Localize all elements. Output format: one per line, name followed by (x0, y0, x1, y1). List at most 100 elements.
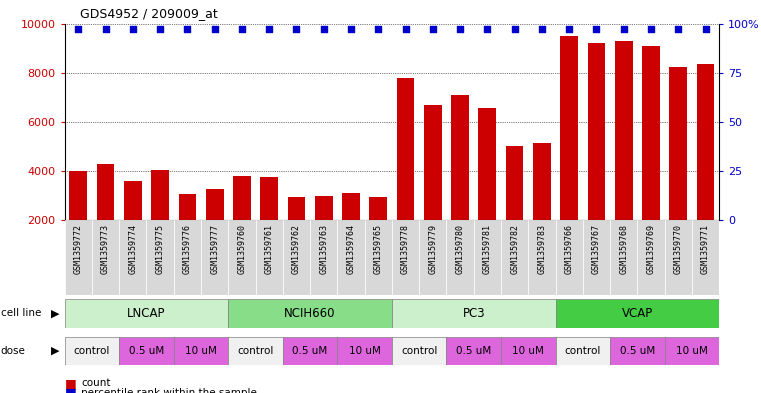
Text: 10 uM: 10 uM (185, 346, 217, 356)
Bar (670, 66, 687, 269)
Point (345, 26, 357, 33)
Text: PC3: PC3 (463, 307, 485, 320)
Text: LNCAP: LNCAP (127, 307, 166, 320)
Bar (479, 108, 496, 269)
Point (400, 26, 412, 33)
Bar (560, 36, 578, 269)
Bar (256, 220, 283, 295)
Text: dose: dose (1, 346, 26, 356)
Point (154, 26, 166, 33)
Text: GDS4952 / 209009_at: GDS4952 / 209009_at (80, 7, 218, 20)
Bar (97, 163, 114, 269)
Bar (65, 299, 228, 328)
Text: 10 uM: 10 uM (676, 346, 708, 356)
Text: 10 uM: 10 uM (512, 346, 544, 356)
Text: ■: ■ (65, 386, 76, 393)
Bar (664, 220, 692, 295)
Point (127, 26, 139, 33)
Point (209, 26, 221, 33)
Point (427, 26, 439, 33)
Bar (179, 194, 196, 269)
Bar (664, 336, 719, 365)
Bar (501, 220, 528, 295)
Bar (587, 43, 605, 269)
Bar (119, 220, 146, 295)
Point (100, 26, 112, 33)
Bar (610, 336, 664, 365)
Text: NCIH660: NCIH660 (285, 307, 336, 320)
Point (291, 26, 303, 33)
Text: GSM1359760: GSM1359760 (237, 224, 247, 274)
Bar (506, 147, 524, 269)
Text: 0.5 uM: 0.5 uM (619, 346, 655, 356)
Text: GSM1359769: GSM1359769 (647, 224, 655, 274)
Bar (228, 299, 392, 328)
Bar (528, 220, 556, 295)
Text: control: control (237, 346, 274, 356)
Point (508, 26, 521, 33)
Text: GSM1359761: GSM1359761 (265, 224, 274, 274)
Bar (638, 220, 664, 295)
Bar (205, 189, 224, 269)
Bar (447, 336, 501, 365)
Point (481, 26, 493, 33)
Text: GSM1359763: GSM1359763 (320, 224, 328, 274)
Point (591, 26, 603, 33)
Text: control: control (565, 346, 601, 356)
Bar (473, 220, 501, 295)
Text: GSM1359765: GSM1359765 (374, 224, 383, 274)
Bar (337, 220, 365, 295)
Bar (556, 336, 610, 365)
Bar (288, 197, 305, 269)
Bar (392, 336, 447, 365)
Bar (556, 220, 583, 295)
Bar (65, 336, 119, 365)
Text: ▶: ▶ (51, 309, 60, 318)
Bar (501, 336, 556, 365)
Bar (124, 181, 142, 269)
Text: 0.5 uM: 0.5 uM (456, 346, 492, 356)
Bar (260, 177, 278, 269)
Bar (174, 220, 201, 295)
Bar (283, 220, 310, 295)
Text: ■: ■ (65, 376, 76, 390)
Text: GSM1359777: GSM1359777 (210, 224, 219, 274)
Bar (174, 336, 228, 365)
Text: percentile rank within the sample: percentile rank within the sample (81, 388, 257, 393)
Text: GSM1359764: GSM1359764 (346, 224, 355, 274)
Bar (310, 220, 337, 295)
Text: GSM1359781: GSM1359781 (483, 224, 492, 274)
Text: control: control (74, 346, 110, 356)
Point (372, 26, 384, 33)
Text: GSM1359770: GSM1359770 (673, 224, 683, 274)
Point (699, 26, 712, 33)
Point (645, 26, 657, 33)
Text: GSM1359767: GSM1359767 (592, 224, 601, 274)
Bar (151, 170, 169, 269)
Bar (610, 220, 638, 295)
Bar (119, 336, 174, 365)
Bar (419, 220, 447, 295)
Bar (337, 336, 392, 365)
Text: GSM1359772: GSM1359772 (74, 224, 83, 274)
Text: GSM1359782: GSM1359782 (510, 224, 519, 274)
Bar (365, 220, 392, 295)
Bar (315, 196, 333, 269)
Bar (283, 336, 337, 365)
Text: ▶: ▶ (51, 346, 60, 356)
Text: GSM1359779: GSM1359779 (428, 224, 438, 274)
Text: GSM1359773: GSM1359773 (101, 224, 110, 274)
Text: 0.5 uM: 0.5 uM (292, 346, 328, 356)
Text: GSM1359766: GSM1359766 (565, 224, 574, 274)
Text: GSM1359775: GSM1359775 (156, 224, 164, 274)
Text: control: control (401, 346, 438, 356)
Bar (447, 220, 473, 295)
Bar (228, 336, 283, 365)
Text: cell line: cell line (1, 309, 41, 318)
Text: VCAP: VCAP (622, 307, 653, 320)
Bar (615, 41, 632, 269)
Point (536, 26, 548, 33)
Bar (146, 220, 174, 295)
Point (563, 26, 575, 33)
Point (181, 26, 193, 33)
